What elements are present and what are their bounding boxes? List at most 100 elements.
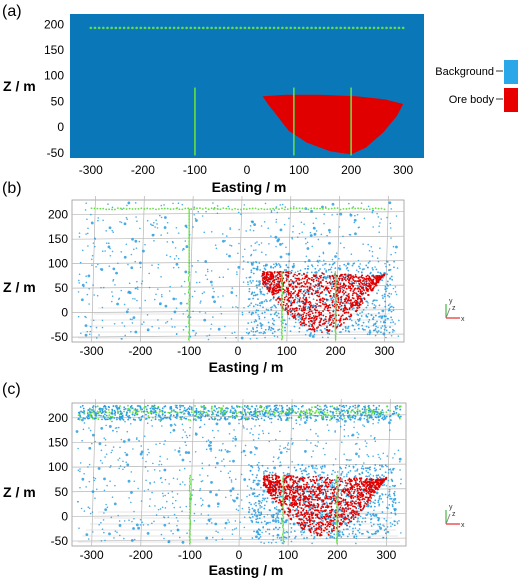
ore-body-point: [318, 283, 320, 286]
background-point: [284, 329, 287, 332]
ore-body-point: [315, 475, 317, 478]
background-point: [323, 213, 326, 216]
background-point: [299, 423, 301, 426]
ore-body-point: [303, 319, 305, 322]
background-point: [389, 497, 392, 500]
background-point: [387, 472, 390, 474]
background-point: [328, 228, 331, 232]
background-point: [387, 479, 390, 482]
background-point: [117, 426, 120, 429]
survey-point: [181, 208, 184, 211]
point-cloud: [77, 201, 400, 341]
ore-body-point: [344, 285, 347, 288]
background-point: [182, 329, 185, 331]
background-point: [146, 219, 149, 222]
ore-body-point: [347, 285, 350, 288]
background-point: [392, 484, 394, 487]
background-point: [83, 472, 85, 475]
background-point: [274, 518, 277, 520]
background-point: [103, 531, 105, 534]
background-point: [258, 511, 260, 514]
background-point: [373, 494, 376, 497]
survey-point: [377, 207, 380, 210]
background-point: [253, 267, 256, 270]
background-point: [329, 268, 332, 271]
background-point: [161, 506, 164, 509]
background-point: [317, 269, 320, 272]
background-point: [390, 497, 393, 500]
background-point: [278, 496, 281, 498]
background-point: [297, 270, 299, 273]
background-point: [97, 217, 100, 219]
background-point: [333, 261, 336, 264]
background-point: [258, 302, 261, 305]
ore-body-point: [273, 271, 276, 274]
ore-body-point: [265, 277, 268, 280]
survey-point: [231, 208, 234, 211]
ore-body-point: [337, 281, 340, 284]
background-point: [357, 327, 360, 330]
borehole-point: [334, 307, 337, 310]
panel-c-label: (c): [2, 381, 21, 398]
background-point: [317, 435, 319, 437]
background-point: [254, 446, 256, 448]
background-point: [144, 466, 147, 468]
borehole-point: [334, 319, 337, 322]
background-point: [307, 265, 310, 268]
background-point: [234, 528, 236, 530]
ore-body-point: [279, 493, 282, 496]
background-point: [373, 505, 376, 508]
background-point: [111, 496, 114, 499]
background-point: [153, 240, 155, 242]
survey-point: [102, 207, 105, 210]
background-point: [199, 311, 201, 313]
background-point: [215, 422, 219, 426]
background-point: [370, 500, 372, 503]
background-point: [253, 488, 256, 491]
ore-body-point: [304, 512, 306, 515]
borehole-point: [188, 300, 191, 303]
background-point: [315, 230, 318, 232]
background-point: [163, 516, 166, 519]
borehole-point: [280, 290, 283, 292]
background-point: [326, 474, 329, 476]
background-point: [77, 469, 80, 472]
background-point: [258, 461, 260, 464]
background-point: [127, 308, 129, 311]
background-point: [377, 421, 379, 424]
background-point: [161, 295, 163, 298]
background-point: [389, 222, 392, 225]
ore-body-point: [291, 315, 294, 318]
ore-body-point: [339, 274, 342, 277]
borehole-point: [281, 300, 284, 303]
background-point: [120, 438, 123, 441]
ore-body-point: [364, 283, 367, 286]
background-point: [393, 524, 396, 527]
ore-body-point: [315, 479, 318, 482]
background-point: [392, 468, 394, 471]
background-point: [276, 314, 278, 317]
borehole-point: [188, 218, 190, 221]
ore-body-point: [343, 321, 345, 324]
background-point: [276, 536, 279, 539]
background-point: [340, 504, 343, 507]
ore-body-point: [376, 275, 379, 278]
borehole-point: [188, 297, 191, 300]
borehole-point: [334, 316, 337, 319]
ore-body-point: [272, 284, 275, 286]
ore-body-point: [284, 500, 287, 503]
ore-body-point: [324, 497, 327, 500]
ore-body-point: [296, 307, 298, 310]
survey-line: [89, 26, 405, 30]
y-tick-label: -50: [47, 146, 65, 160]
background-point: [351, 308, 354, 310]
borehole-point: [188, 259, 190, 262]
background-point: [380, 331, 382, 334]
background-point: [210, 270, 213, 272]
ore-body-point: [322, 273, 325, 275]
background-point: [357, 270, 360, 273]
background-point: [130, 501, 132, 504]
background-point: [386, 496, 389, 499]
background-point: [367, 531, 370, 534]
